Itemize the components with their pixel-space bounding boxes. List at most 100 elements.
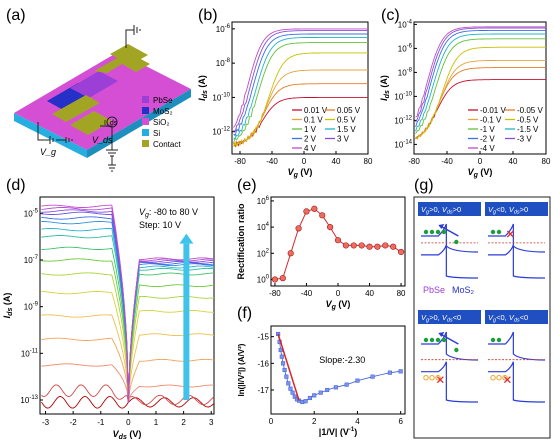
x-axis-label: |1/V| (V-1)	[319, 427, 357, 437]
tunneling-arrow-head	[438, 332, 445, 337]
series-line	[233, 83, 368, 147]
blocked-cross	[503, 376, 511, 384]
series-line	[233, 36, 368, 140]
x-tick-label: 40	[365, 289, 374, 298]
electron	[454, 239, 459, 245]
ratio-point	[303, 208, 310, 215]
panel-label-b: (b)	[198, 7, 218, 24]
y-tick-label: 10-8	[216, 58, 231, 68]
x-tick-label: 0	[269, 417, 274, 426]
ratio-point	[366, 243, 373, 250]
ratio-point	[397, 248, 405, 256]
hole	[490, 375, 496, 381]
fn-point	[325, 387, 330, 393]
legend-label: -2 V	[480, 135, 495, 144]
x-tick-label: 0	[126, 418, 131, 427]
fn-point	[333, 385, 338, 390]
band-diagram-2: Vg<0, Vds>0	[485, 202, 548, 280]
fn-point	[279, 354, 284, 359]
y-axis-label: ln(|I/V²|) (A/V²)	[237, 343, 246, 396]
series-line	[415, 27, 546, 123]
x-tick-label: -3	[42, 418, 50, 427]
y-tick-label: 10-14	[394, 139, 412, 149]
fn-point	[290, 390, 295, 395]
fn-point	[355, 378, 360, 383]
fn-point	[398, 369, 403, 374]
ratio-point	[319, 212, 326, 219]
legend-label-mos2: MoS₂	[153, 107, 173, 116]
electron	[441, 229, 447, 235]
legend-label: -0.5 V	[517, 116, 539, 125]
y-tick-label: -17	[257, 386, 269, 395]
material-label-mos2: MoS₂	[452, 285, 475, 295]
band-diagram-title-bg	[418, 202, 481, 216]
fn-point	[282, 367, 287, 373]
x-tick-label: 3	[209, 418, 214, 427]
electron	[490, 229, 496, 235]
x-tick-label: 0	[302, 157, 307, 166]
plot-frame	[231, 21, 369, 155]
y-tick-label: 10-12	[394, 115, 412, 125]
fn-point	[312, 393, 317, 398]
legend-label: -0.01 V	[480, 106, 506, 115]
band-diagram-4: Vg<0, Vds<0	[485, 310, 548, 404]
x-axis-label: Vds (V)	[113, 429, 142, 441]
band-diagram-3: Vg>0, Vds<0	[418, 310, 481, 404]
band-diagram-title: Vg<0, Vds<0	[488, 313, 528, 324]
legend-label: 0.05 V	[337, 106, 361, 115]
tunneling-arrow	[439, 333, 459, 345]
valence-band	[421, 244, 479, 279]
electron	[429, 229, 435, 235]
hole	[496, 375, 502, 381]
legend-swatch-sio2	[142, 118, 149, 125]
x-tick-label: -80	[234, 157, 246, 166]
electron	[454, 347, 459, 353]
legend-label-sio2: SiO₂	[153, 118, 169, 127]
plot-frame	[270, 325, 406, 415]
legend-label: 0.01 V	[304, 106, 328, 115]
y-axis-label: Ids (A)	[379, 75, 391, 101]
fn-point	[284, 374, 289, 379]
legend-label-contact: Contact	[153, 140, 181, 149]
x-tick-label: 80	[364, 157, 373, 166]
chart-transfer-negative: -80 -40 0 40 80 10-14 10-12 10-10 10-8 10-6 10-4 Vg…	[379, 19, 551, 179]
legend-label: 2 V	[304, 135, 317, 144]
x-tick-label: 80	[542, 157, 551, 166]
electron	[496, 337, 502, 343]
legend-swatch-contact	[142, 140, 149, 147]
conduction-band	[421, 223, 479, 253]
series-line	[415, 38, 546, 134]
legend-label: 1.5 V	[337, 125, 356, 134]
legend-swatch-pbse	[142, 96, 149, 103]
panel-label-g: (g)	[414, 177, 434, 194]
band-diagram-title-bg	[418, 310, 481, 324]
ratio-point	[382, 242, 389, 249]
band-diagram-bg	[418, 310, 481, 404]
x-tick-label: -80	[269, 289, 281, 298]
fn-point	[281, 361, 286, 366]
band-diagrams: Vg>0, Vds>0 Vg<0, Vds>0 Vg>0, Vds<0 Vg<0, V…	[413, 196, 551, 439]
vg-range-annotation: Vg: -80 to 80 V	[139, 207, 198, 219]
y-tick-label: 104	[257, 222, 270, 232]
chart-output-curves: -3 -2 -1 0 1 2 3 10-13 10-11 10-9 10-7 10-5 Vds (V) I…	[2, 196, 215, 441]
x-tick-label: 40	[509, 157, 518, 166]
vg-label: V_g	[40, 147, 56, 157]
fn-point	[387, 370, 392, 375]
ratio-point	[271, 276, 279, 283]
series-line	[415, 79, 546, 140]
y-tick-label: 10-7	[24, 255, 39, 265]
legend-label: 1 V	[304, 125, 317, 134]
fn-point	[318, 390, 323, 395]
band-diagram-1: Vg>0, Vds>0	[418, 202, 481, 280]
panel-label-c: (c)	[381, 7, 400, 24]
fn-point	[370, 374, 375, 379]
legend-label: -4 V	[480, 144, 495, 153]
material-legend: PbSe MoS₂ SiO₂ Si Contact	[142, 96, 181, 149]
x-tick-label: 4	[355, 417, 360, 426]
x-tick-label: -40	[266, 157, 278, 166]
y-tick-label: 10-10	[394, 91, 412, 101]
electron	[435, 337, 441, 343]
y-tick-label: -16	[257, 359, 269, 368]
tunneling-arrow	[439, 225, 459, 237]
material-label-pbse: PbSe	[423, 285, 445, 295]
